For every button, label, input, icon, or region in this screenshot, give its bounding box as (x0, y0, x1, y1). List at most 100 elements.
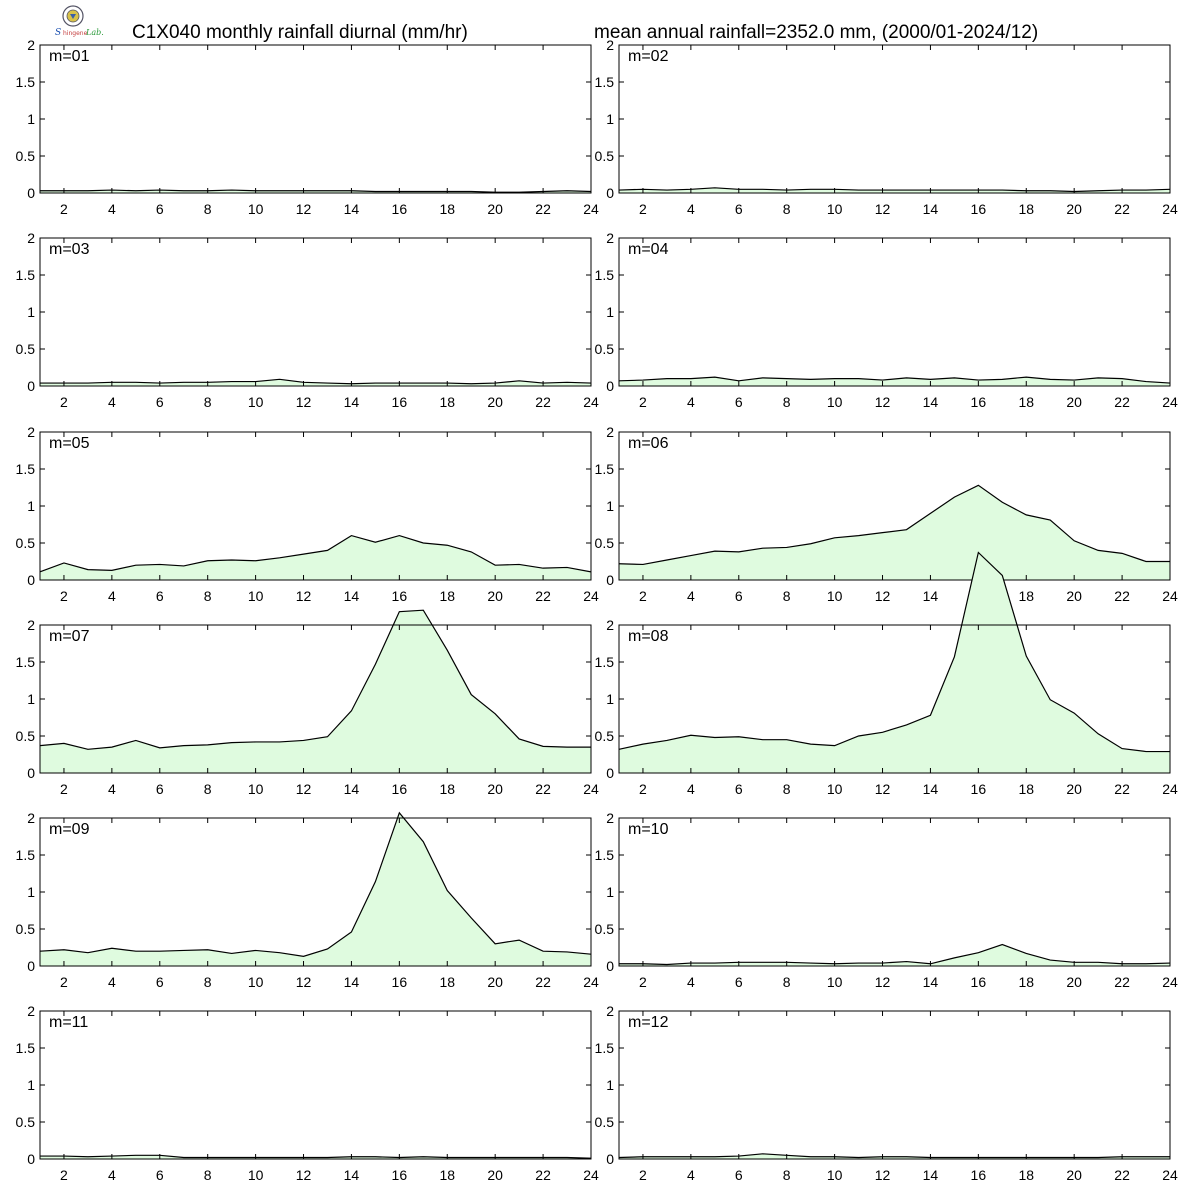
x-tick-label: 24 (583, 1167, 599, 1183)
rain-area (40, 812, 591, 966)
panel-m-11: 00.511.522 4 6 8 10 12 14 16 18 20 22 24m=11 (16, 1003, 599, 1183)
y-tick-label: 0.5 (595, 921, 615, 937)
x-tick-label: 2 (639, 974, 647, 990)
x-tick-label: 2 (639, 588, 647, 604)
y-tick-label: 0.5 (595, 535, 615, 551)
y-tick-label: 1.5 (595, 654, 615, 670)
x-tick-label: 14 (923, 781, 939, 797)
x-tick-label: 14 (923, 1167, 939, 1183)
x-tick-label: 20 (487, 394, 503, 410)
panel-m-04: 00.511.522 4 6 8 10 12 14 16 18 20 22 24m=04 (595, 230, 1178, 410)
x-tick-label: 6 (156, 781, 164, 797)
rain-area (40, 379, 591, 386)
panel-label: m=03 (49, 241, 90, 258)
y-tick-label: 0.5 (16, 148, 36, 164)
y-tick-label: 1 (606, 111, 614, 127)
panel-m-12: 00.511.522 4 6 8 10 12 14 16 18 20 22 24m=12 (595, 1003, 1178, 1183)
chart-title-left: C1X040 monthly rainfall diurnal (mm/hr) (132, 22, 468, 43)
x-tick-label: 24 (1162, 974, 1178, 990)
panel-m-10: 00.511.522 4 6 8 10 12 14 16 18 20 22 24m=10 (595, 810, 1178, 990)
x-tick-label: 22 (1114, 1167, 1130, 1183)
panel-label: m=12 (628, 1014, 669, 1031)
y-tick-label: 0.5 (595, 148, 615, 164)
x-tick-label: 6 (735, 394, 743, 410)
rain-line (618, 376, 1171, 384)
panel-label: m=06 (628, 435, 669, 452)
y-tick-label: 1.5 (16, 847, 36, 863)
panels-group: 00.511.522 4 6 8 10 12 14 16 18 20 22 24m=0100.511.… (16, 37, 1178, 1183)
x-tick-label: 24 (1162, 201, 1178, 217)
x-tick-label: 4 (687, 201, 695, 217)
y-tick-label: 1.5 (595, 74, 615, 90)
x-tick-label: 20 (487, 781, 503, 797)
x-tick-label: 24 (1162, 781, 1178, 797)
x-tick-label: 2 (60, 588, 68, 604)
x-tick-label: 22 (535, 974, 551, 990)
x-tick-label: 22 (535, 394, 551, 410)
x-tick-label: 24 (583, 394, 599, 410)
x-tick-label: 18 (439, 588, 455, 604)
rain-line (40, 189, 592, 193)
rain-line (618, 484, 1170, 566)
x-tick-label: 14 (923, 588, 939, 604)
y-tick-label: 0 (27, 958, 35, 974)
x-tick-label: 18 (1018, 588, 1034, 604)
x-tick-label: 14 (923, 201, 939, 217)
x-tick-label: 20 (487, 1167, 503, 1183)
x-tick-label: 8 (204, 974, 212, 990)
x-tick-label: 8 (783, 1167, 791, 1183)
x-tick-label: 18 (1018, 1167, 1034, 1183)
x-tick-label: 8 (783, 588, 791, 604)
panel-label: m=04 (628, 241, 669, 258)
x-tick-label: 20 (1066, 974, 1082, 990)
x-tick-label: 8 (783, 201, 791, 217)
x-tick-label: 2 (60, 974, 68, 990)
y-tick-label: 2 (606, 230, 614, 246)
x-tick-label: 24 (1162, 1167, 1178, 1183)
x-tick-label: 22 (1114, 201, 1130, 217)
y-tick-label: 1 (606, 1077, 614, 1093)
x-tick-label: 12 (296, 394, 312, 410)
x-tick-label: 10 (827, 588, 843, 604)
y-tick-label: 2 (27, 230, 35, 246)
x-tick-label: 10 (248, 974, 264, 990)
x-tick-label: 2 (639, 1167, 647, 1183)
x-tick-label: 8 (204, 394, 212, 410)
x-tick-label: 14 (923, 394, 939, 410)
x-tick-label: 18 (1018, 394, 1034, 410)
x-tick-label: 12 (296, 588, 312, 604)
x-tick-label: 18 (439, 781, 455, 797)
x-tick-label: 16 (392, 588, 408, 604)
rain-line (618, 551, 1170, 753)
x-tick-label: 6 (735, 974, 743, 990)
x-tick-label: 20 (1066, 588, 1082, 604)
x-tick-label: 22 (1114, 394, 1130, 410)
y-tick-label: 0 (27, 1151, 35, 1167)
x-tick-label: 10 (248, 588, 264, 604)
x-tick-label: 8 (204, 588, 212, 604)
y-tick-label: 0 (606, 958, 614, 974)
y-tick-label: 1.5 (16, 1040, 36, 1056)
x-tick-label: 18 (1018, 974, 1034, 990)
y-tick-label: 1 (606, 304, 614, 320)
y-tick-label: 1 (27, 111, 35, 127)
x-tick-label: 4 (108, 781, 116, 797)
plot-frame (618, 817, 1171, 967)
y-tick-label: 2 (27, 424, 35, 440)
y-tick-label: 0.5 (16, 1114, 36, 1130)
x-tick-label: 6 (156, 974, 164, 990)
y-tick-label: 1 (27, 884, 35, 900)
x-tick-label: 8 (783, 974, 791, 990)
y-tick-label: 2 (606, 810, 614, 826)
y-tick-label: 0.5 (16, 921, 36, 937)
y-tick-label: 2 (27, 37, 35, 53)
plot-frame (39, 1010, 592, 1160)
svg-text:hingene: hingene (63, 30, 88, 37)
x-tick-label: 22 (535, 1167, 551, 1183)
x-tick-label: 12 (296, 1167, 312, 1183)
y-tick-label: 0.5 (16, 535, 36, 551)
rain-line (39, 811, 592, 957)
panel-label: m=05 (49, 435, 90, 452)
y-tick-label: 1.5 (595, 267, 615, 283)
panel-m-07: 00.511.522 4 6 8 10 12 14 16 18 20 22 24m=07 (16, 609, 599, 797)
